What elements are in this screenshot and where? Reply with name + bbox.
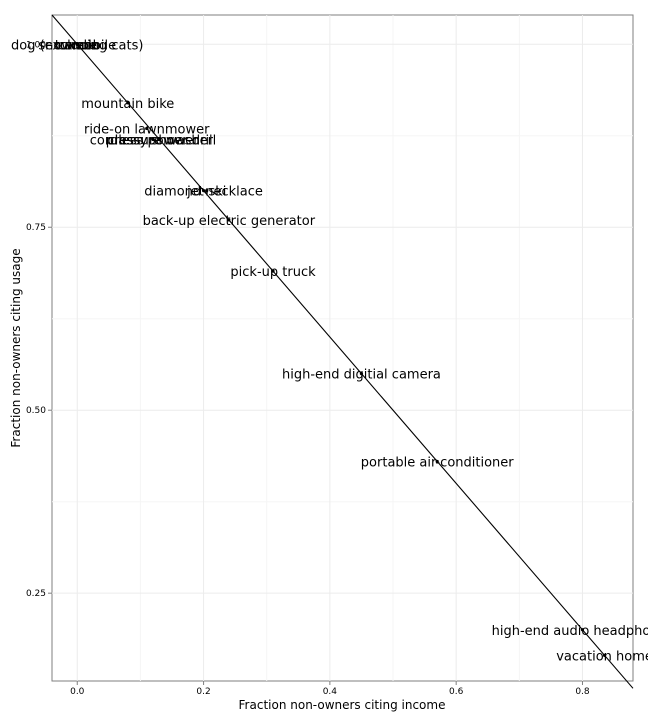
- grid-lines: [52, 15, 633, 681]
- point-label: diamond necklace: [144, 185, 263, 200]
- point-label: tuxedo: [55, 38, 100, 53]
- y-tick-label: 1.00: [26, 40, 46, 50]
- reference-line: [51, 14, 634, 689]
- data-point: [580, 628, 585, 632]
- point-label: high-end digitial camera: [282, 368, 441, 383]
- data-point: [151, 137, 155, 142]
- point-label: mountain bike: [81, 97, 174, 112]
- point-label: canoe: [58, 38, 97, 53]
- x-tick-label: 0.0: [70, 687, 85, 697]
- x-tick-label: 0.6: [449, 687, 464, 697]
- data-point: [157, 137, 161, 142]
- y-tick-label: 0.75: [26, 223, 46, 233]
- y-tick-label: 0.50: [26, 406, 46, 416]
- plot-panel: [51, 14, 634, 682]
- point-label: high-end audio headphones: [492, 624, 648, 639]
- x-tick-label: 0.4: [323, 687, 338, 697]
- x-tick-label: 0.2: [196, 687, 210, 697]
- point-label: vacation home: [556, 649, 648, 664]
- data-point: [359, 372, 364, 376]
- point-label: snowmobile: [38, 38, 116, 53]
- point-label: jet-ski: [186, 185, 226, 200]
- point-labels: dog (excluding cats)snowmobiletuxedocano…: [11, 38, 648, 664]
- point-label: back-up electric generator: [143, 214, 316, 229]
- point-label: pick-up truck: [230, 265, 316, 280]
- point-label: pressure washer: [106, 133, 214, 148]
- data-point: [435, 459, 439, 464]
- data-point: [271, 269, 275, 273]
- data-point: [145, 126, 149, 131]
- data-point: [602, 653, 607, 657]
- point-label: cordless power drill: [90, 133, 217, 148]
- data-point: [227, 218, 231, 222]
- data-point: [201, 189, 206, 193]
- point-label: ride-on lawnmower: [84, 122, 210, 137]
- reference-line-group: [51, 14, 634, 689]
- x-axis-ticks: 0.0 0.2 0.4 0.6 0.8: [70, 681, 590, 697]
- data-point: [75, 42, 79, 46]
- y-tick-label: 0.25: [26, 589, 46, 599]
- data-points: [75, 42, 607, 657]
- data-point: [126, 101, 130, 105]
- point-label: dog (excluding cats): [11, 38, 143, 53]
- point-label: portable air-conditioner: [361, 455, 514, 470]
- y-axis-title: Fraction non-owners citing usage: [9, 248, 23, 447]
- point-label: classy shower: [108, 133, 200, 148]
- x-axis-title: Fraction non-owners citing income: [239, 698, 446, 712]
- y-axis-ticks: 0.25 0.50 0.75 1.00: [26, 40, 52, 599]
- x-tick-label: 0.8: [575, 687, 590, 697]
- data-point: [205, 189, 209, 193]
